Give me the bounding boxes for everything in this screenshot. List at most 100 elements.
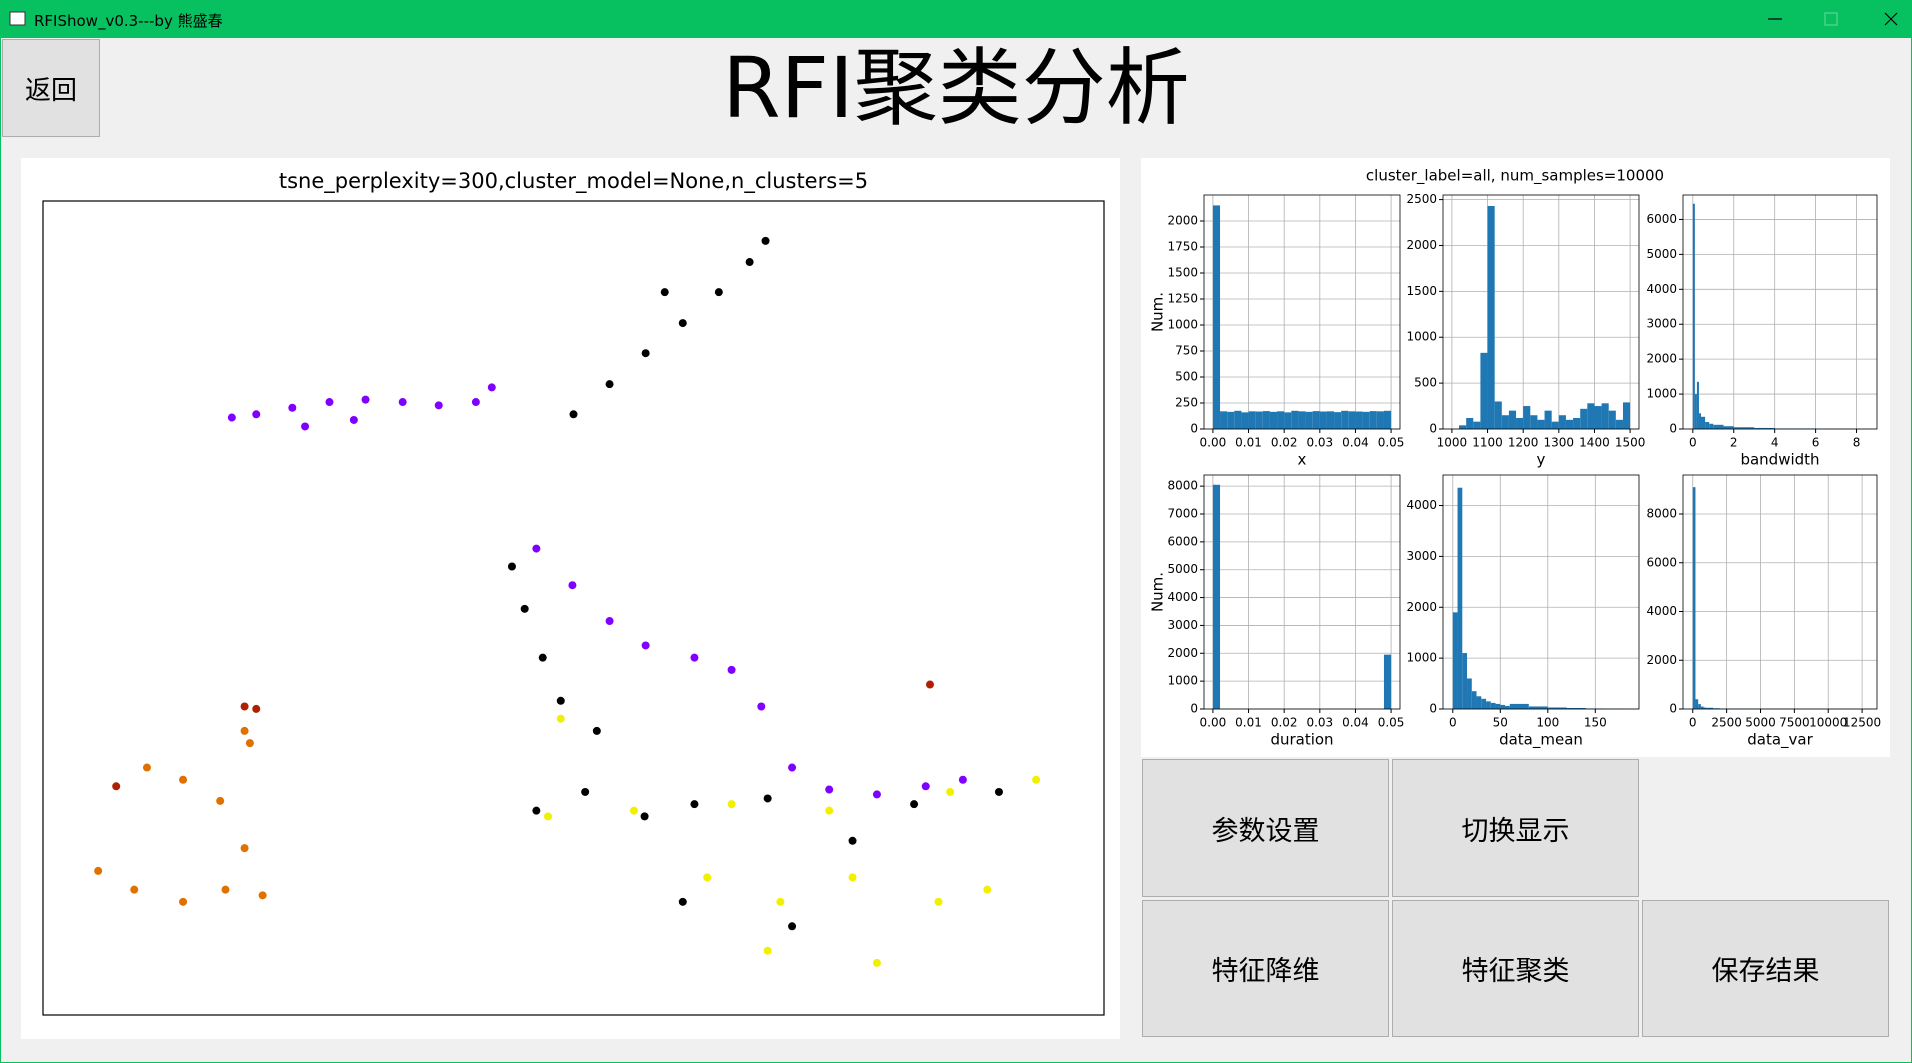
point	[776, 897, 785, 906]
x-axis-label: data_var	[1747, 731, 1813, 750]
point	[221, 885, 230, 894]
y-tick-label: 1500	[1406, 284, 1437, 298]
bar	[1698, 413, 1702, 429]
point	[569, 410, 578, 419]
bar	[1587, 403, 1595, 429]
point	[727, 800, 736, 809]
y-tick-label: 2000	[1646, 653, 1677, 667]
bar	[1467, 678, 1472, 709]
point	[678, 319, 687, 328]
y-tick-label: 4000	[1646, 282, 1677, 296]
point	[788, 763, 797, 772]
x-tick-label: 1300	[1544, 436, 1575, 450]
button[interactable]: 参数设置	[1142, 759, 1389, 897]
y-tick-label: 2000	[1406, 238, 1437, 252]
button[interactable]: 特征聚类	[1392, 900, 1639, 1037]
maximize-button[interactable]	[1824, 12, 1838, 26]
point	[703, 873, 712, 882]
point	[361, 395, 370, 404]
bar	[1551, 421, 1559, 429]
bar	[1698, 704, 1701, 709]
point	[301, 422, 310, 431]
axes-frame	[1682, 474, 1878, 710]
x-axis-label: data_mean	[1499, 731, 1583, 750]
bar	[1490, 702, 1496, 709]
point	[556, 696, 565, 705]
axes-frame	[1442, 474, 1640, 710]
point	[240, 726, 249, 735]
bar	[1516, 417, 1524, 429]
x-tick-label: 0.03	[1306, 716, 1333, 730]
y-tick-label: 1750	[1167, 240, 1198, 254]
bar	[1481, 698, 1487, 709]
x-tick-label: 8	[1853, 436, 1861, 450]
y-tick-label: 3000	[1646, 317, 1677, 331]
x-tick-label: 1400	[1579, 436, 1610, 450]
bar	[1622, 402, 1631, 429]
bar	[1733, 427, 1755, 429]
bar	[1291, 410, 1299, 429]
axes-frame	[1203, 194, 1401, 430]
y-tick-label: 0	[1669, 702, 1677, 716]
bar	[1255, 411, 1263, 429]
bar	[1341, 410, 1349, 429]
y-tick-label: 1000	[1167, 674, 1198, 688]
back-button[interactable]: 返回	[2, 39, 100, 137]
bar	[1476, 696, 1482, 709]
bar	[1705, 422, 1710, 429]
bar	[1709, 423, 1714, 429]
point	[252, 704, 261, 713]
bar	[1319, 411, 1327, 429]
point	[605, 380, 614, 389]
point	[252, 410, 261, 419]
y-tick-label: 2000	[1406, 600, 1437, 614]
bar	[1234, 410, 1242, 429]
bar	[1269, 411, 1278, 429]
bar	[1706, 707, 1714, 709]
y-tick-label: 4000	[1167, 590, 1198, 604]
point	[240, 844, 249, 853]
bar	[1692, 487, 1696, 709]
y-tick-label: 5000	[1167, 562, 1198, 576]
bar	[1220, 411, 1228, 429]
bar	[1537, 419, 1545, 429]
y-tick-label: 3000	[1406, 549, 1437, 563]
bar	[1466, 417, 1474, 429]
y-tick-label: 6000	[1167, 534, 1198, 548]
point	[727, 665, 736, 674]
x-tick-label: 1100	[1472, 436, 1503, 450]
bar	[1505, 705, 1510, 709]
window-title: RFIShow_v0.3---by 熊盛春	[34, 12, 223, 30]
point	[216, 796, 225, 805]
panel-title: cluster_label=all, num_samples=10000	[1366, 167, 1664, 186]
bar	[1700, 706, 1704, 709]
button[interactable]: 保存结果	[1642, 900, 1889, 1037]
point	[605, 617, 614, 626]
title-bar: RFIShow_v0.3---by 熊盛春	[0, 0, 1912, 38]
x-tick-label: 2	[1730, 436, 1738, 450]
bar	[1334, 412, 1342, 429]
point	[925, 680, 934, 689]
bar	[1248, 411, 1256, 429]
x-tick-label: 0.04	[1342, 436, 1369, 450]
bar	[1241, 412, 1249, 429]
point	[641, 641, 650, 650]
point	[788, 922, 797, 931]
point	[629, 806, 638, 815]
y-tick-label: 7000	[1167, 507, 1198, 521]
x-axis-label: y	[1537, 451, 1546, 469]
y-tick-label: 5000	[1646, 247, 1677, 261]
point	[934, 897, 943, 906]
point	[592, 726, 601, 735]
close-button[interactable]	[1884, 12, 1898, 26]
x-tick-label: 0.00	[1200, 436, 1227, 450]
button[interactable]: 特征降维	[1142, 900, 1389, 1037]
bar	[1369, 411, 1377, 429]
point	[825, 785, 834, 794]
button[interactable]: 切换显示	[1392, 759, 1639, 897]
bar	[1284, 412, 1292, 429]
x-tick-label: 1000	[1437, 436, 1468, 450]
y-tick-label: 6000	[1646, 555, 1677, 569]
y-tick-label: 1000	[1167, 318, 1198, 332]
